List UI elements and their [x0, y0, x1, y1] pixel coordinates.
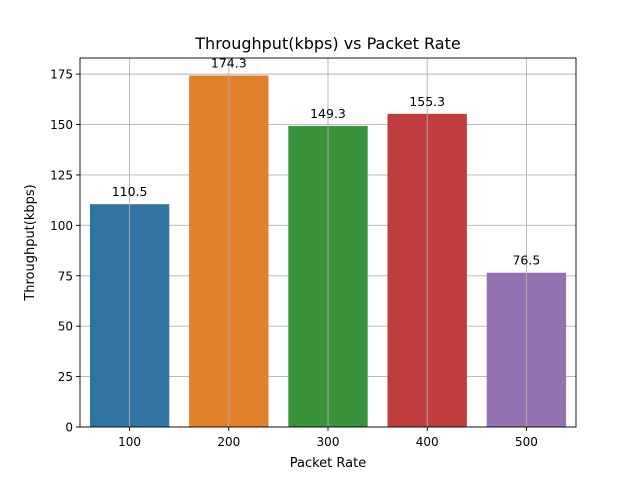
data-label: 76.5: [512, 253, 540, 268]
y-axis: 0 25 50 75 100 125 150 175: [50, 68, 80, 435]
x-tick-label: 100: [118, 435, 141, 449]
data-label: 149.3: [310, 106, 346, 121]
y-tick-label: 125: [50, 168, 73, 182]
data-label: 174.3: [211, 56, 247, 71]
chart-title: Throughput(kbps) vs Packet Rate: [194, 34, 460, 53]
y-tick-label: 150: [50, 118, 73, 132]
data-label: 155.3: [409, 94, 445, 109]
x-tick-label: 300: [317, 435, 340, 449]
data-labels: 110.5 174.3 149.3 155.3 76.5: [112, 56, 541, 268]
y-tick-label: 100: [50, 219, 73, 233]
vertical-grid: [129, 58, 527, 427]
y-tick-label: 0: [65, 421, 73, 435]
x-tick-label: 200: [217, 435, 240, 449]
y-tick-label: 75: [58, 269, 73, 283]
data-label: 110.5: [112, 184, 148, 199]
x-tick-label: 500: [515, 435, 538, 449]
y-tick-label: 50: [58, 320, 73, 334]
y-tick-label: 175: [50, 68, 73, 82]
x-axis-label: Packet Rate: [290, 456, 366, 471]
x-axis: 100 200 300 400 500: [118, 427, 538, 449]
x-tick-label: 400: [416, 435, 439, 449]
y-axis-label: Throughput(kbps): [23, 184, 38, 301]
y-tick-label: 25: [58, 370, 73, 384]
